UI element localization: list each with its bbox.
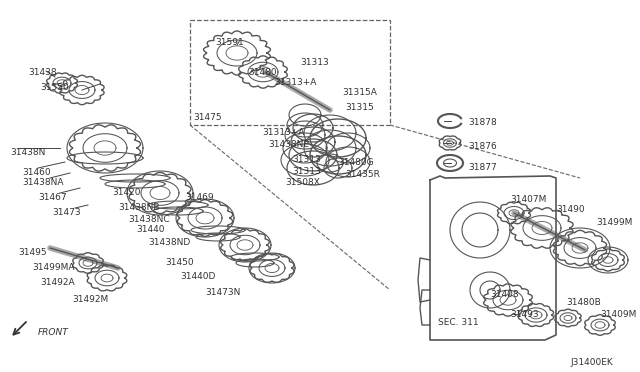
Text: 31438NC: 31438NC [128, 215, 170, 224]
Text: SEC. 311: SEC. 311 [438, 318, 479, 327]
Text: 31473N: 31473N [205, 288, 241, 297]
Text: 31495: 31495 [18, 248, 47, 257]
Text: 31438: 31438 [28, 68, 56, 77]
Text: 31876: 31876 [468, 142, 497, 151]
Text: 31315A: 31315A [342, 88, 377, 97]
Text: 31440: 31440 [136, 225, 164, 234]
Text: 31473: 31473 [52, 208, 81, 217]
Text: 31499M: 31499M [596, 218, 632, 227]
Text: 31408: 31408 [490, 290, 518, 299]
Text: 31438NA: 31438NA [22, 178, 63, 187]
Text: 31440D: 31440D [180, 272, 216, 281]
Text: 31438NE: 31438NE [268, 140, 309, 149]
Text: 31469: 31469 [185, 193, 214, 202]
Text: 31313: 31313 [300, 58, 329, 67]
Text: 31315: 31315 [345, 103, 374, 112]
Text: 31438NB: 31438NB [118, 203, 159, 212]
Text: 31877: 31877 [468, 163, 497, 172]
Text: 31492M: 31492M [72, 295, 108, 304]
Text: 31313+A: 31313+A [262, 128, 305, 137]
Text: J31400EK: J31400EK [570, 358, 612, 367]
Text: 31499MA: 31499MA [32, 263, 74, 272]
Text: FRONT: FRONT [38, 328, 68, 337]
Text: 31490: 31490 [556, 205, 584, 214]
Text: 31492A: 31492A [40, 278, 75, 287]
Text: 31438N: 31438N [10, 148, 45, 157]
Text: 31409M: 31409M [600, 310, 636, 319]
Text: 31480G: 31480G [338, 158, 374, 167]
Text: 31460: 31460 [22, 168, 51, 177]
Text: 31475: 31475 [193, 113, 221, 122]
Text: 31435R: 31435R [345, 170, 380, 179]
Text: 31480B: 31480B [566, 298, 601, 307]
Text: 31313: 31313 [292, 155, 321, 164]
Text: 31438ND: 31438ND [148, 238, 190, 247]
Text: 31480: 31480 [248, 68, 276, 77]
Text: 31407M: 31407M [510, 195, 547, 204]
Text: 31878: 31878 [468, 118, 497, 127]
Text: 31450: 31450 [165, 258, 194, 267]
Text: 31550: 31550 [40, 83, 68, 92]
Text: 31420: 31420 [112, 188, 141, 197]
Text: 31467: 31467 [38, 193, 67, 202]
Text: 31313+A: 31313+A [274, 78, 316, 87]
Text: 31508X: 31508X [285, 178, 320, 187]
Text: 31493: 31493 [510, 310, 539, 319]
Text: 31313: 31313 [292, 167, 321, 176]
Text: 31591: 31591 [215, 38, 244, 47]
